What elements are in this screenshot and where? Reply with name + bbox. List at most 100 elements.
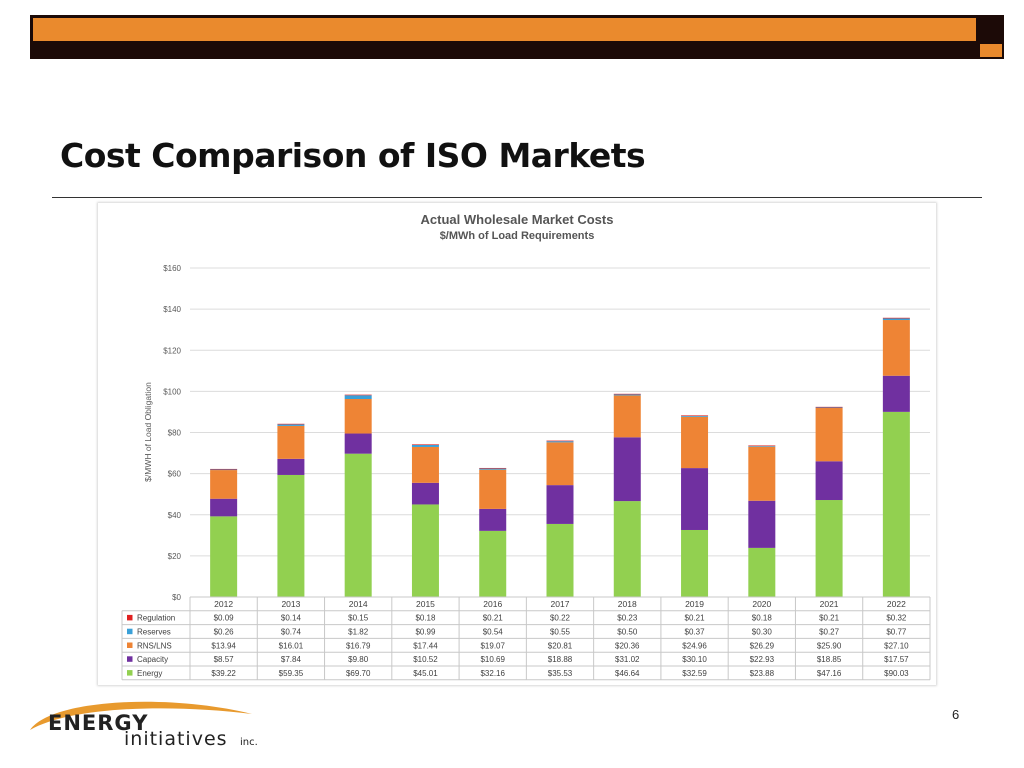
bar-reserves-2020 (748, 446, 776, 447)
data-label: $0.09 (214, 614, 235, 623)
bar-rnslns-2018 (613, 395, 641, 438)
x-tick-label: 2015 (416, 599, 435, 609)
data-label: $32.59 (682, 669, 707, 678)
bar-reserves-2018 (613, 394, 641, 396)
bar-energy-2022 (882, 411, 910, 597)
data-label: $9.80 (348, 655, 369, 664)
data-label: $39.22 (211, 669, 236, 678)
data-label: $30.10 (682, 655, 707, 664)
bar-reserves-2019 (681, 416, 709, 417)
data-label: $19.07 (480, 641, 505, 650)
logo-swoosh-icon (30, 701, 252, 730)
legend-key-reserves (127, 628, 133, 635)
bar-reserves-2015 (411, 444, 439, 447)
x-tick-label: 2014 (349, 599, 368, 609)
legend-label: Regulation (137, 614, 175, 623)
bar-capacity-2018 (613, 437, 641, 502)
data-label: $0.27 (819, 628, 840, 637)
bar-regulation-2015 (411, 444, 439, 445)
data-label: $0.18 (415, 614, 436, 623)
legend-key-rnslns (127, 642, 133, 648)
bar-reserves-2014 (344, 395, 372, 400)
data-label: $16.79 (346, 641, 371, 650)
page-number: 6 (952, 707, 960, 722)
y-tick-label: $160 (163, 264, 181, 273)
bar-rnslns-2021 (815, 408, 843, 462)
data-label: $69.70 (346, 669, 371, 678)
data-label: $17.57 (884, 655, 909, 664)
logo-inc-text: inc. (240, 737, 258, 748)
x-tick-label: 2018 (618, 599, 637, 609)
data-label: $1.82 (348, 628, 369, 637)
y-tick-label: $140 (163, 305, 181, 314)
header-dark-block (978, 18, 1004, 41)
bar-reserves-2013 (277, 424, 305, 426)
bar-capacity-2014 (344, 433, 372, 454)
data-label: $18.85 (817, 655, 842, 664)
x-tick-label: 2019 (685, 599, 704, 609)
data-label: $90.03 (884, 669, 909, 678)
bar-rnslns-2012 (210, 470, 238, 499)
data-label: $0.50 (617, 628, 638, 637)
bar-regulation-2013 (277, 423, 305, 425)
data-label: $7.84 (281, 655, 302, 664)
data-label: $0.32 (886, 614, 907, 623)
bar-rnslns-2013 (277, 425, 305, 459)
data-label: $0.18 (752, 614, 773, 623)
data-label: $20.81 (548, 641, 573, 650)
x-tick-label: 2021 (820, 599, 839, 609)
bar-capacity-2013 (277, 458, 305, 475)
legend-key-energy (127, 670, 133, 676)
bar-regulation-2022 (882, 317, 910, 319)
bar-energy-2020 (748, 547, 776, 597)
data-label: $0.21 (685, 614, 706, 623)
bar-reserves-2022 (882, 318, 910, 321)
bar-regulation-2014 (344, 394, 372, 396)
data-label: $18.88 (548, 655, 573, 664)
x-tick-label: 2013 (281, 599, 300, 609)
data-label: $0.99 (415, 628, 436, 637)
y-tick-label: $40 (168, 511, 182, 520)
bar-energy-2017 (546, 523, 574, 597)
bar-rnslns-2016 (479, 469, 507, 509)
y-tick-label: $60 (168, 470, 182, 479)
bar-reserves-2017 (546, 441, 574, 443)
chart-title: Actual Wholesale Market Costs (420, 212, 614, 227)
data-label: $47.16 (817, 669, 842, 678)
data-label: $23.88 (750, 669, 775, 678)
bar-energy-2016 (479, 530, 507, 597)
bar-rnslns-2014 (344, 399, 372, 434)
bar-rnslns-2017 (546, 442, 574, 486)
slide-title: Cost Comparison of ISO Markets (60, 136, 646, 175)
data-label: $0.37 (685, 628, 706, 637)
bar-energy-2013 (277, 474, 305, 597)
x-tick-label: 2020 (752, 599, 771, 609)
bar-energy-2018 (613, 501, 641, 597)
data-label: $0.21 (483, 614, 504, 623)
bar-capacity-2015 (411, 482, 439, 505)
bar-capacity-2020 (748, 500, 776, 548)
data-label: $16.01 (279, 641, 304, 650)
bar-reserves-2016 (479, 468, 507, 470)
y-tick-label: $20 (168, 552, 182, 561)
data-label: $20.36 (615, 641, 640, 650)
y-tick-label: $100 (163, 387, 181, 396)
data-label: $0.30 (752, 628, 773, 637)
data-label: $46.64 (615, 669, 640, 678)
data-label: $0.22 (550, 614, 571, 623)
y-axis-label: $/MWH of Load Obligation (143, 382, 153, 482)
data-label: $0.26 (214, 628, 235, 637)
data-label: $25.90 (817, 641, 842, 650)
data-label: $17.44 (413, 641, 438, 650)
bar-energy-2019 (681, 529, 709, 597)
data-label: $22.93 (750, 655, 775, 664)
y-tick-label: $80 (168, 429, 182, 438)
bar-rnslns-2022 (882, 320, 910, 376)
legend-label: Capacity (137, 655, 168, 664)
bar-capacity-2017 (546, 485, 574, 524)
data-label: $0.54 (483, 628, 504, 637)
bar-energy-2015 (411, 504, 439, 597)
energy-initiatives-logo: ENERGY initiatives inc. (30, 701, 258, 750)
legend-label: RNS/LNS (137, 641, 172, 650)
legend-label: Energy (137, 669, 162, 678)
